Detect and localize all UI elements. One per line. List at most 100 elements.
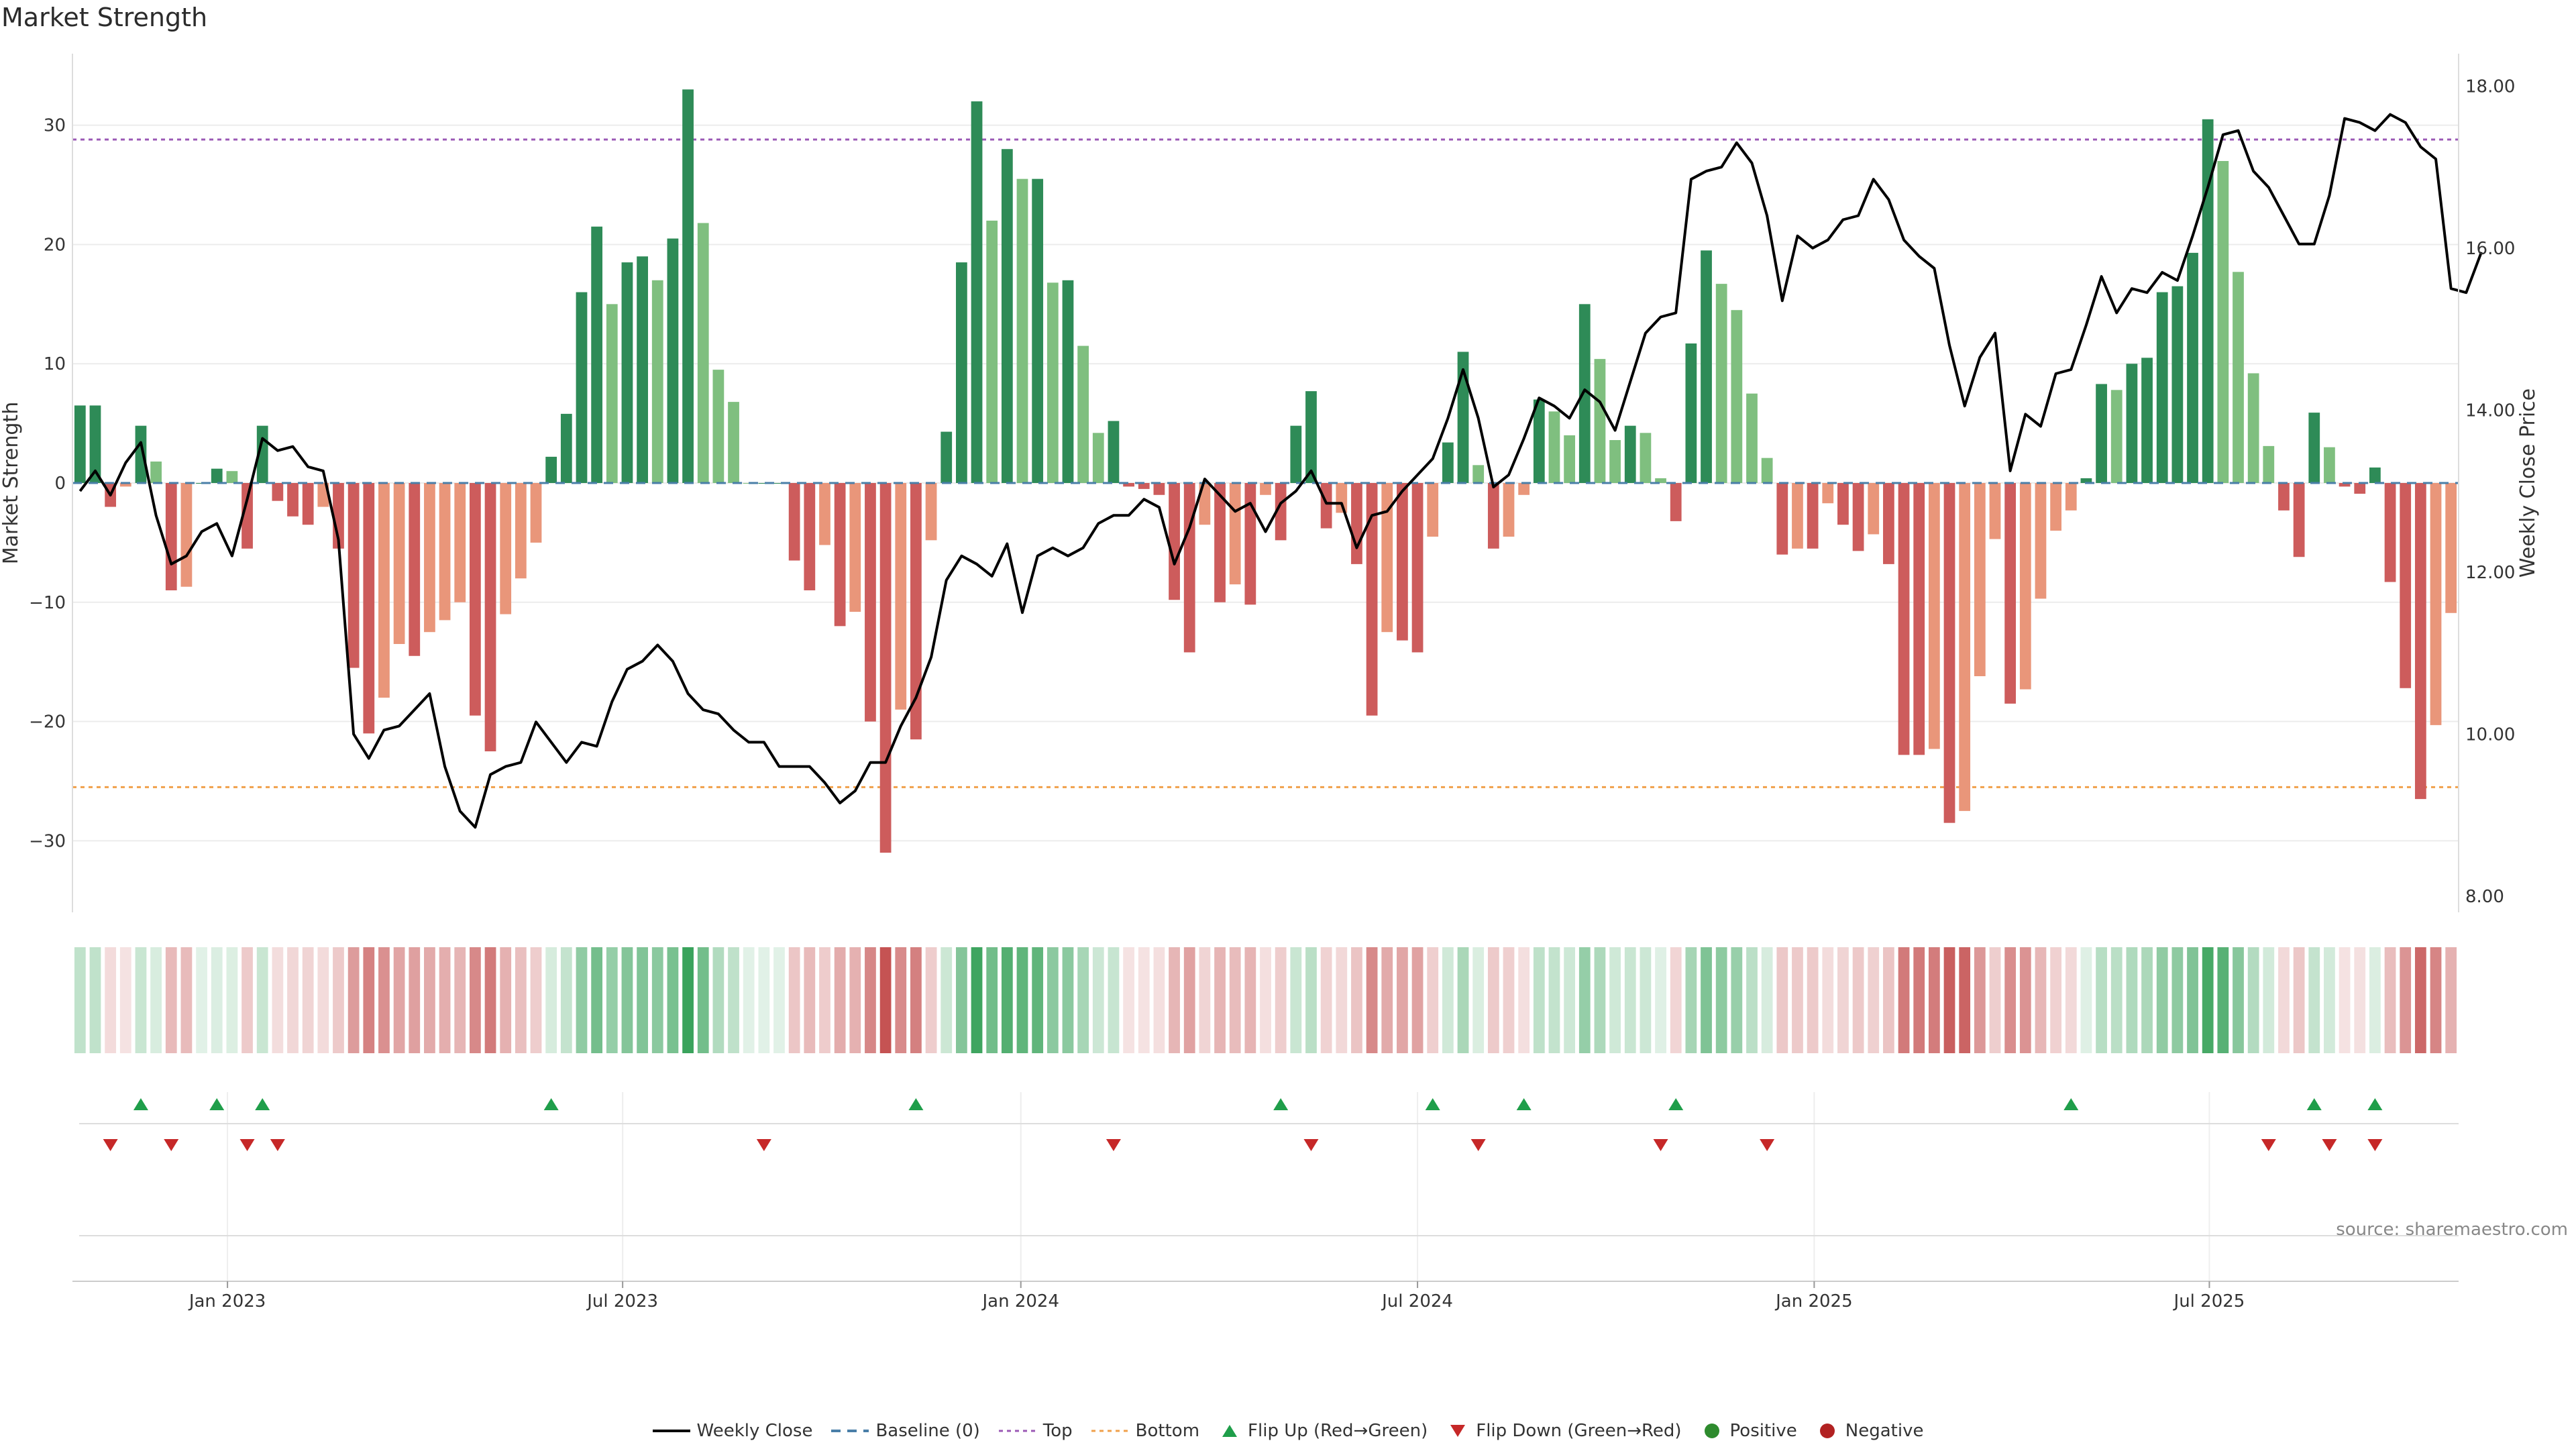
heat-cell bbox=[241, 947, 253, 1053]
heat-cell bbox=[2141, 947, 2153, 1053]
heat-cell bbox=[879, 947, 892, 1053]
weekly-close-series bbox=[78, 113, 2483, 829]
flip-down-marker bbox=[1760, 1139, 1775, 1151]
strength-bar bbox=[2247, 373, 2259, 483]
strength-bar bbox=[1275, 483, 1287, 541]
heat-cell bbox=[1397, 947, 1408, 1053]
heat-cell bbox=[1624, 947, 1636, 1053]
x-axis: Jan 2023 Jul 2023 Jan 2024 Jul 2024 Jan 2025… bbox=[72, 1281, 2459, 1311]
strength-bar bbox=[1624, 425, 1636, 483]
heat-cell bbox=[1503, 947, 1515, 1053]
source-credit: source: sharemaestro.com bbox=[2336, 1220, 2568, 1240]
strength-bar bbox=[1852, 483, 1864, 551]
heat-cell bbox=[1442, 947, 1454, 1053]
strength-bar bbox=[651, 280, 663, 483]
strength-bar bbox=[1199, 483, 1211, 525]
strength-bar bbox=[1108, 421, 1120, 483]
heat-cell bbox=[986, 947, 998, 1053]
strength-bar bbox=[409, 483, 421, 656]
heat-cell bbox=[287, 947, 299, 1053]
strength-bar bbox=[2110, 390, 2123, 483]
strength-bar bbox=[1487, 483, 1499, 549]
heat-cell bbox=[1928, 947, 1940, 1053]
strength-bar bbox=[2126, 364, 2138, 483]
legend-label: Positive bbox=[1729, 1421, 1797, 1441]
strength-bar bbox=[1336, 483, 1348, 513]
strength-bar bbox=[2187, 252, 2198, 483]
flip-down-marker bbox=[756, 1139, 771, 1151]
heat-cell bbox=[2324, 947, 2335, 1053]
heat-cell bbox=[2096, 947, 2107, 1053]
heat-cell bbox=[1959, 947, 1971, 1053]
heat-cell bbox=[2233, 947, 2244, 1053]
heat-cell bbox=[1001, 947, 1013, 1053]
heat-cell bbox=[621, 947, 633, 1053]
heat-cell bbox=[1351, 947, 1362, 1053]
heat-cell bbox=[393, 947, 405, 1053]
flip-down-marker bbox=[239, 1139, 255, 1151]
y-tick-label: −10 bbox=[29, 593, 66, 613]
strength-bar bbox=[1928, 483, 1940, 749]
strength-bar bbox=[1032, 178, 1044, 483]
heat-cell bbox=[1883, 947, 1894, 1053]
legend-item-flipdown: Flip Down (Green→Red) bbox=[1446, 1421, 1682, 1441]
strength-bar bbox=[1715, 284, 1727, 483]
strength-bar bbox=[1670, 483, 1682, 521]
heat-cell bbox=[119, 947, 131, 1053]
heat-cell bbox=[1670, 947, 1682, 1053]
strength-bar bbox=[1092, 433, 1104, 483]
strength-bar bbox=[682, 89, 694, 484]
strength-bar bbox=[1943, 483, 1955, 823]
strength-bar bbox=[576, 292, 588, 483]
heat-cell bbox=[1229, 947, 1241, 1053]
strength-bar bbox=[439, 483, 451, 621]
legend-label: Negative bbox=[1845, 1421, 1924, 1441]
legend-item-close: Weekly Close bbox=[652, 1421, 812, 1441]
strength-bar bbox=[2293, 483, 2305, 557]
strength-bar bbox=[1153, 483, 1165, 495]
strength-bar bbox=[2354, 483, 2366, 494]
y2-tick-label: 14.00 bbox=[2465, 400, 2515, 421]
strength-bar bbox=[1594, 359, 1606, 483]
strength-bars bbox=[74, 89, 2457, 853]
strength-bar bbox=[2035, 483, 2047, 599]
strength-bar bbox=[2233, 272, 2244, 483]
heat-cell bbox=[1123, 947, 1134, 1053]
legend-item-flipup: Flip Up (Red→Green) bbox=[1218, 1421, 1428, 1441]
strength-bar bbox=[454, 483, 466, 602]
heat-cell bbox=[1974, 947, 1986, 1053]
strength-bar bbox=[1320, 483, 1332, 529]
heat-cell bbox=[2126, 947, 2138, 1053]
heat-cell bbox=[1837, 947, 1849, 1053]
strength-bar bbox=[2065, 483, 2077, 511]
heat-cell bbox=[1199, 947, 1211, 1053]
heat-cell bbox=[2278, 947, 2290, 1053]
heat-cell bbox=[2217, 947, 2229, 1053]
strength-bar bbox=[1746, 393, 1758, 483]
strength-bar bbox=[2369, 467, 2381, 483]
strength-bar bbox=[1701, 250, 1712, 483]
heat-cell bbox=[576, 947, 588, 1053]
heat-cell bbox=[1913, 947, 1925, 1053]
flip-up-marker bbox=[255, 1098, 270, 1110]
heat-cell bbox=[1533, 947, 1545, 1053]
flip-down-marker bbox=[164, 1139, 179, 1151]
heat-cell bbox=[105, 947, 117, 1053]
heat-cell bbox=[1138, 947, 1150, 1053]
heat-cell bbox=[1457, 947, 1469, 1053]
legend-label: Top bbox=[1042, 1421, 1073, 1441]
heat-cell bbox=[2339, 947, 2351, 1053]
strength-bar bbox=[1169, 483, 1180, 600]
strength-bar bbox=[545, 456, 557, 483]
strength-bar bbox=[1837, 483, 1849, 525]
strength-bar bbox=[2308, 413, 2320, 483]
strength-bar bbox=[135, 425, 147, 483]
heat-cell bbox=[1077, 947, 1089, 1053]
flip-down-marker bbox=[2261, 1139, 2276, 1151]
strength-bar bbox=[955, 262, 967, 483]
strength-bar bbox=[1655, 478, 1666, 483]
heat-cell bbox=[910, 947, 922, 1053]
strength-bar bbox=[773, 483, 785, 484]
flip-up-marker bbox=[1273, 1098, 1289, 1110]
heat-cell bbox=[2384, 947, 2396, 1053]
